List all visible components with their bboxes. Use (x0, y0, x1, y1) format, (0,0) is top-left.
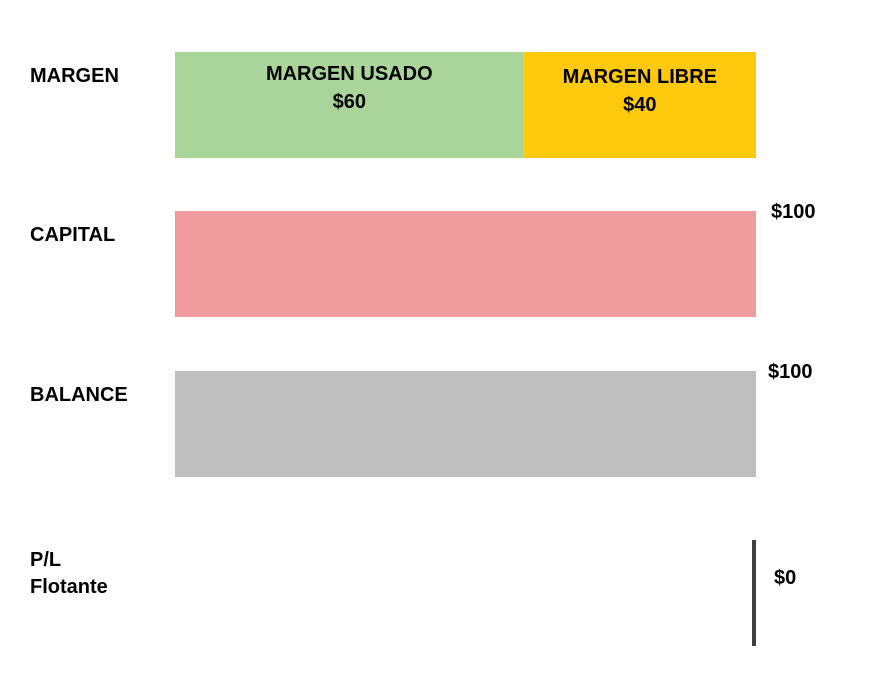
bar (175, 371, 756, 477)
segment-name: MARGEN LIBRE (563, 66, 717, 88)
segment-name: MARGEN USADO (266, 63, 433, 85)
row-label: P/L Flotante (30, 549, 108, 598)
segment-value-label: $60 (333, 91, 366, 113)
bar (175, 211, 756, 317)
segment-value-label: $40 (623, 94, 656, 116)
row-label: MARGEN (30, 65, 119, 87)
bar (752, 540, 756, 646)
value-label: $100 (768, 361, 813, 383)
value-label: $100 (771, 201, 816, 223)
row-label: BALANCE (30, 384, 128, 406)
bar-segment (175, 52, 524, 158)
value-label: $0 (774, 567, 796, 589)
bar-segment (523, 52, 756, 158)
row-label: CAPITAL (30, 224, 115, 246)
